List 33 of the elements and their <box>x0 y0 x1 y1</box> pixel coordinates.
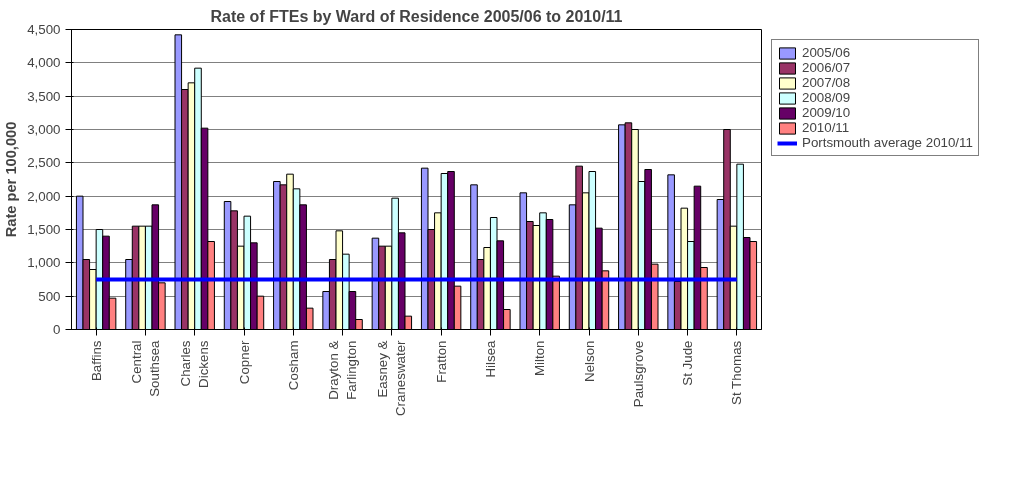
x-tick-label: St Thomas <box>729 340 745 405</box>
x-tick-label: Copner <box>236 339 252 385</box>
x-tick-label: Paulsgrove <box>630 340 646 408</box>
y-tick-label: 500 <box>38 288 61 304</box>
x-tick-label: Charles Dickens <box>178 340 212 388</box>
x-tick-label: Drayton & Farlington <box>326 340 360 400</box>
legend-label: 2009/10 <box>802 105 851 120</box>
x-tick-label: Hilsea <box>482 339 498 378</box>
legend-label: Portsmouth average 2010/11 <box>802 135 973 150</box>
y-tick-label: 1,500 <box>27 222 61 237</box>
x-tick-label: Cosham <box>285 340 301 391</box>
y-axis-title: Rate per 100,000 <box>3 121 20 238</box>
y-tick-label: 4,000 <box>27 55 61 71</box>
y-tick-label: 1,000 <box>27 255 61 271</box>
y-tick-label: 0 <box>53 322 61 337</box>
x-tick-label: Nelson <box>581 340 597 382</box>
x-tick-label: Milton <box>532 340 548 377</box>
y-tick-label: 2,500 <box>27 155 61 171</box>
y-tick-label: 4,500 <box>27 22 61 37</box>
y-tick-label: 3,000 <box>27 122 61 137</box>
x-tick-label: St Jude <box>680 340 696 386</box>
legend-label: 2008/09 <box>802 90 851 105</box>
x-tick-label: Central Southsea <box>128 339 162 397</box>
x-tick-label: Baffins <box>88 340 104 382</box>
legend-label: 2010/11 <box>802 120 850 135</box>
y-tick-label: 3,500 <box>27 88 61 104</box>
x-tick-label: Fratton <box>433 340 449 383</box>
chart-title: Rate of FTEs by Ward of Residence 2005/06 to 2010/11 <box>210 7 623 25</box>
y-tick-label: 2,000 <box>27 188 61 204</box>
legend-label: 2006/07 <box>802 60 851 75</box>
legend-label: 2005/06 <box>802 45 851 60</box>
legend-label: 2007/08 <box>802 75 851 90</box>
x-tick-label: Easney & Craneswater <box>375 339 409 417</box>
